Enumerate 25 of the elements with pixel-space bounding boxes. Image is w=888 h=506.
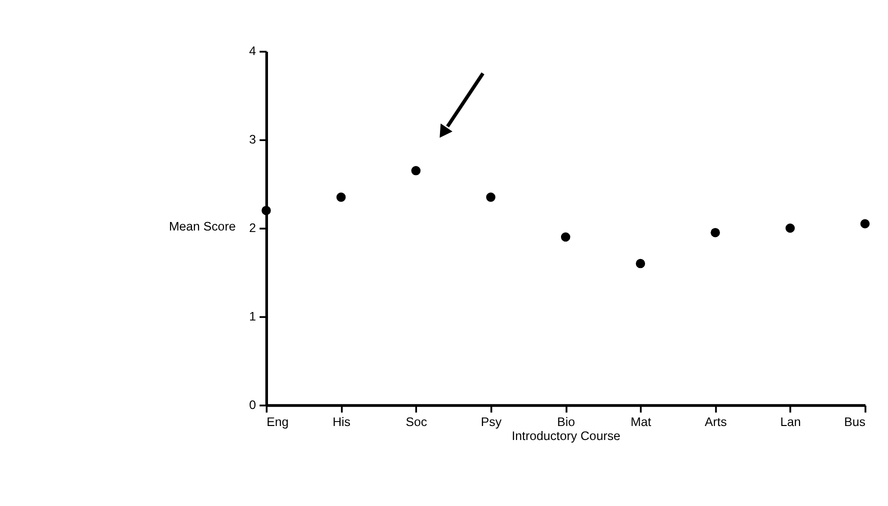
x-tick-label: Mat xyxy=(630,414,652,429)
point xyxy=(636,258,646,268)
y-tick-label: 4 xyxy=(249,44,256,58)
point xyxy=(486,192,496,202)
point xyxy=(336,192,346,202)
y-tick-label: 2 xyxy=(249,221,256,236)
y-tick-label: 1 xyxy=(249,310,256,324)
y-axis-title: Mean Score xyxy=(168,219,236,234)
x-tick-label: Psy xyxy=(480,414,502,429)
point xyxy=(860,219,870,228)
x-axis-title: Introductory Course xyxy=(512,428,621,443)
point xyxy=(411,166,421,176)
x-tick-label: Soc xyxy=(406,414,428,429)
point xyxy=(262,206,271,216)
x-tick-label: Lan xyxy=(780,414,802,429)
y-tick-label: 3 xyxy=(249,132,256,147)
point xyxy=(710,228,720,238)
x-tick-label: Arts xyxy=(704,414,727,429)
point xyxy=(560,232,570,242)
x-tick-label: His xyxy=(332,414,350,429)
x-tick-label: Bus xyxy=(844,414,866,429)
y-tick-label: 0 xyxy=(249,398,256,412)
x-tick-label: Bio xyxy=(557,414,576,429)
x-tick-label: Eng xyxy=(266,414,289,429)
point xyxy=(786,224,795,233)
